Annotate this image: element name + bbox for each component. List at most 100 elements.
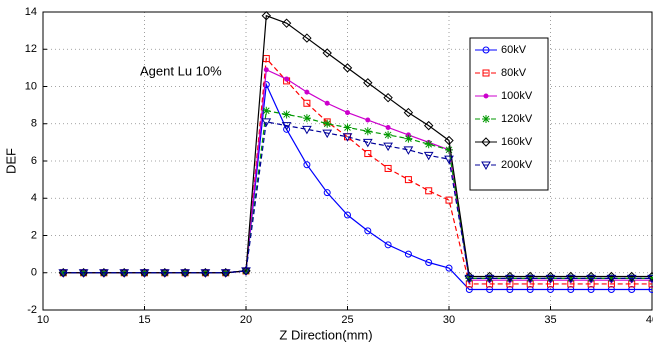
marker (483, 93, 489, 99)
marker (423, 120, 434, 131)
legend-label: 200kV (501, 159, 533, 171)
y-tick-label: 10 (25, 80, 37, 92)
marker (482, 69, 490, 77)
plot-frame (42, 11, 653, 311)
marker (606, 274, 617, 284)
marker (545, 274, 556, 284)
marker (444, 135, 454, 146)
marker (425, 259, 433, 267)
x-tick-label: 15 (138, 314, 150, 326)
marker (481, 161, 491, 171)
marker (424, 140, 433, 149)
marker (425, 187, 433, 195)
y-tick-label: 4 (31, 192, 37, 204)
marker (159, 269, 170, 278)
marker (464, 274, 475, 284)
marker (302, 125, 312, 135)
marker (445, 145, 453, 154)
legend-label: 160kV (501, 136, 533, 148)
y-tick-label: 8 (31, 118, 37, 130)
marker (481, 137, 491, 147)
marker (344, 211, 351, 219)
legend-label: 120kV (501, 113, 533, 125)
marker (445, 196, 453, 204)
marker (484, 274, 495, 284)
marker (647, 274, 653, 284)
marker (364, 150, 372, 158)
marker (302, 33, 312, 43)
x-tick-label: 30 (443, 314, 455, 326)
y-tick-label: 12 (25, 43, 37, 55)
y-tick-label: 6 (31, 155, 37, 167)
marker (648, 274, 653, 283)
marker (304, 89, 310, 95)
y-axis-label: DEF (3, 148, 18, 174)
marker (342, 63, 353, 73)
marker (281, 18, 292, 28)
marker (99, 269, 109, 278)
legend-label: 100kV (501, 90, 533, 102)
x-tick-label: 40 (646, 314, 653, 326)
marker (324, 100, 330, 106)
marker (343, 123, 352, 132)
marker (200, 269, 211, 278)
marker (385, 124, 391, 130)
marker (384, 164, 392, 172)
marker (303, 99, 311, 107)
marker (284, 76, 290, 82)
marker (383, 92, 393, 103)
series-line (63, 121, 652, 279)
marker (263, 67, 269, 73)
marker (505, 274, 515, 284)
marker (565, 274, 576, 284)
marker (323, 189, 331, 197)
marker (303, 161, 311, 169)
marker (261, 11, 272, 21)
marker (323, 119, 332, 128)
x-tick-label: 10 (37, 314, 49, 326)
marker (383, 142, 393, 152)
annotation: Agent Lu 10% (140, 63, 222, 78)
marker (444, 155, 454, 165)
marker (302, 114, 311, 123)
marker (365, 117, 371, 123)
marker (363, 78, 373, 88)
marker (322, 129, 333, 139)
marker (586, 274, 596, 284)
marker (345, 110, 350, 116)
marker (241, 267, 251, 276)
marker (384, 130, 393, 139)
x-tick-label: 35 (544, 314, 556, 326)
marker (322, 48, 332, 58)
marker (364, 227, 372, 235)
marker (283, 125, 291, 133)
marker (482, 115, 490, 123)
marker (180, 269, 190, 278)
y-tick-label: -2 (27, 304, 37, 316)
marker (526, 274, 535, 283)
x-tick-label: 20 (240, 314, 252, 326)
marker (403, 146, 414, 155)
y-tick-label: 0 (31, 267, 37, 279)
marker (404, 134, 413, 143)
marker (445, 264, 453, 272)
x-axis-label: Z Direction(mm) (279, 327, 372, 342)
y-tick-label: 2 (31, 229, 37, 241)
marker (403, 107, 414, 118)
marker (119, 269, 130, 278)
x-tick-label: 25 (341, 314, 353, 326)
legend-label: 80kV (501, 67, 527, 79)
marker (384, 241, 392, 249)
marker (404, 250, 412, 258)
y-tick-label: 14 (25, 6, 37, 18)
marker (423, 151, 434, 161)
marker (78, 269, 89, 278)
marker (262, 106, 271, 115)
marker (362, 138, 373, 148)
marker (482, 46, 490, 54)
marker (220, 269, 231, 278)
marker (525, 274, 536, 284)
marker (139, 269, 150, 278)
marker (342, 133, 353, 142)
